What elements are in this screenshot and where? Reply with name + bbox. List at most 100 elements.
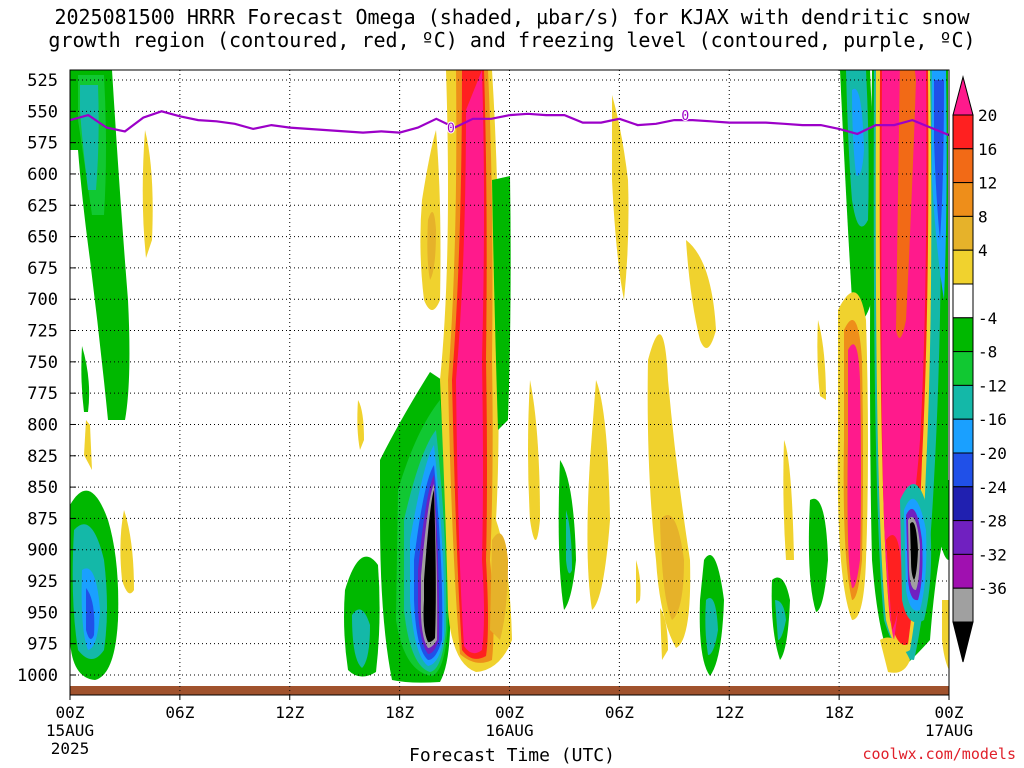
y-tick-label: 825 <box>27 447 58 467</box>
omega-shade <box>910 522 918 580</box>
x-tick-label: 06Z <box>165 703 194 722</box>
colorbar-swatch <box>952 520 974 555</box>
x-tick-label: 18Z <box>385 703 414 722</box>
freezing-level-label: 0 <box>447 122 455 137</box>
colorbar-label: 20 <box>978 106 997 125</box>
x-tick-label: 12Z <box>715 703 744 722</box>
y-tick-label: 625 <box>27 196 58 216</box>
colorbar-label: -20 <box>978 444 1007 463</box>
colorbar-swatch <box>952 452 974 488</box>
omega-shade <box>775 600 786 640</box>
y-tick-label: 750 <box>27 353 58 373</box>
colorbar-label: 16 <box>978 140 997 159</box>
colorbar-swatch <box>952 249 974 285</box>
colorbar-label: 4 <box>978 241 988 260</box>
omega-shade <box>81 346 90 412</box>
y-tick-label: 525 <box>27 71 58 91</box>
colorbar-label: -24 <box>978 478 1007 497</box>
freezing-level-line <box>70 110 949 137</box>
y-tick-label: 675 <box>27 259 58 279</box>
colorbar-swatch <box>952 148 974 184</box>
omega-shading <box>70 70 949 683</box>
y-tick-label: 950 <box>27 603 58 623</box>
omega-shade <box>528 380 540 540</box>
omega-shade <box>942 600 949 670</box>
colorbar-swatch <box>952 587 974 623</box>
omega-shade <box>686 240 716 348</box>
colorbar-label: -28 <box>978 512 1007 531</box>
x-tick-label: 06Z <box>605 703 634 722</box>
colorbar-swatch <box>952 486 974 522</box>
y-tick-label: 650 <box>27 228 58 248</box>
x-axis-title: Forecast Time (UTC) <box>409 745 615 766</box>
colorbar-top-arrow <box>952 75 974 116</box>
omega-shade <box>357 400 364 450</box>
colorbar-label: -36 <box>978 579 1007 598</box>
x-tick-label: 00Z <box>495 703 524 722</box>
omega-shade <box>612 95 629 300</box>
y-tick-label: 850 <box>27 478 58 498</box>
omega-shade <box>886 535 902 630</box>
omega-shade <box>86 588 95 639</box>
x-tick-label: 12Z <box>275 703 304 722</box>
omega-shade <box>120 510 134 594</box>
y-tick-label: 725 <box>27 322 58 342</box>
colorbar-swatch <box>952 418 974 454</box>
x-tick-year-label: 2025 <box>51 739 90 758</box>
chart-title: 2025081500 HRRR Forecast Omega (shaded, … <box>0 6 1024 52</box>
y-tick-label: 900 <box>27 541 58 561</box>
omega-shade <box>934 80 944 240</box>
omega-shade <box>896 70 916 338</box>
colorbar-label: -8 <box>978 343 997 362</box>
colorbar-label: -32 <box>978 545 1007 564</box>
y-tick-label: 775 <box>27 384 58 404</box>
omega-shade <box>847 344 861 589</box>
y-tick-label: 550 <box>27 102 58 122</box>
freezing-level-label: 0 <box>681 109 689 124</box>
omega-shade <box>783 440 794 560</box>
omega-shade <box>880 637 910 673</box>
colorbar-swatch <box>952 553 974 589</box>
omega-shade <box>427 212 436 280</box>
colorbar-label: -12 <box>978 376 1007 395</box>
omega-shade <box>660 515 684 620</box>
omega-shade <box>492 176 511 430</box>
omega-shade <box>490 533 508 640</box>
freezing-level-contour: 00 <box>70 108 949 138</box>
y-tick-label: 600 <box>27 165 58 185</box>
omega-shade <box>423 490 436 643</box>
x-tick-date-label: 16AUG <box>485 721 533 740</box>
y-axis: 525 550 575 600 625 650 675 700 725 750 775 800 825 8… <box>17 71 76 686</box>
colorbar-swatch <box>952 215 974 251</box>
y-tick-label: 800 <box>27 415 58 435</box>
x-tick-label: 00Z <box>935 703 964 722</box>
omega-shade <box>881 70 927 640</box>
y-tick-label: 700 <box>27 290 58 310</box>
x-tick-label: 00Z <box>56 703 85 722</box>
y-tick-label: 925 <box>27 572 58 592</box>
colorbar-swatch <box>952 351 974 386</box>
colorbar: 20 16 12 8 4 -4 -8 -12 -16 -20 -24 -28 -32 -36 <box>952 75 1007 663</box>
chart-title-line1: 2025081500 HRRR Forecast Omega (shaded, … <box>54 5 970 29</box>
omega-shade <box>566 510 572 574</box>
omega-shade <box>817 320 826 400</box>
colorbar-swatch <box>952 283 974 319</box>
omega-shade <box>940 480 949 560</box>
colorbar-label: -16 <box>978 410 1007 429</box>
x-tick-label: 18Z <box>825 703 854 722</box>
omega-shade <box>852 88 864 176</box>
y-tick-label: 875 <box>27 509 58 529</box>
omega-shade <box>636 560 641 604</box>
omega-shade <box>808 498 828 612</box>
colorbar-label: 12 <box>978 174 997 193</box>
omega-shade <box>352 609 370 668</box>
colorbar-label: -4 <box>978 309 997 328</box>
omega-shade <box>142 130 153 258</box>
y-tick-label: 975 <box>27 635 58 655</box>
x-tick-date-label: 15AUG <box>46 721 94 740</box>
chart-title-line2: growth region (contoured, red, ºC) and f… <box>48 28 976 52</box>
y-tick-label: 1000 <box>17 666 58 686</box>
omega-shade <box>587 380 610 610</box>
